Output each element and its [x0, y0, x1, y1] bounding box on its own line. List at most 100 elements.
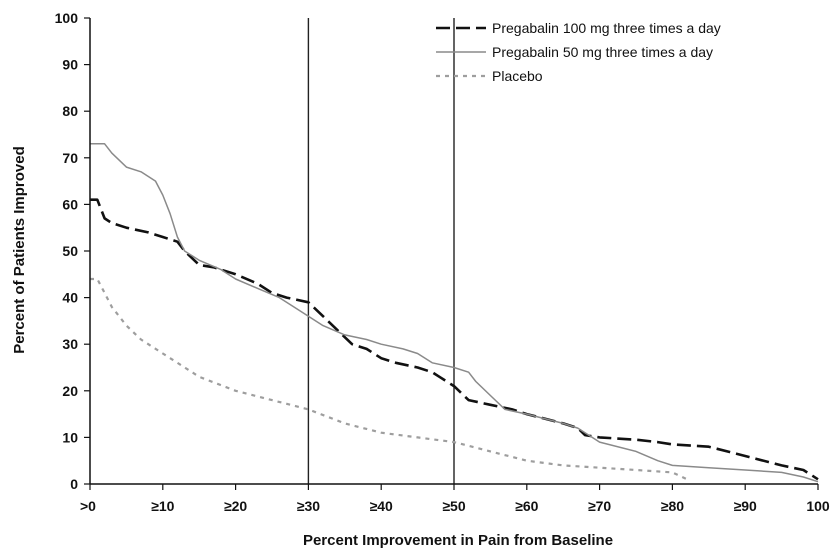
- series-line: [90, 198, 819, 481]
- series-point: [803, 476, 804, 477]
- x-tick-label: ≥90: [734, 498, 757, 514]
- series-point: [104, 292, 105, 293]
- series-point: [439, 376, 440, 377]
- y-axis-title: Percent of Patients Improved: [11, 146, 28, 354]
- series-point: [432, 362, 433, 363]
- series-point: [279, 297, 280, 298]
- series: [90, 143, 819, 483]
- series-point: [395, 362, 396, 363]
- y-tick-label: 100: [55, 10, 79, 26]
- series-point: [257, 283, 258, 284]
- y-tick-label: 70: [62, 150, 78, 166]
- series-point: [381, 358, 382, 359]
- series-point: [745, 455, 746, 456]
- series-point: [512, 409, 513, 410]
- series-point: [220, 269, 221, 270]
- x-tick-label: ≥10: [151, 498, 174, 514]
- series-point: [308, 302, 309, 303]
- y-tick-label: 50: [62, 243, 78, 259]
- series-point: [417, 353, 418, 354]
- series-point: [140, 171, 141, 172]
- series-point: [577, 427, 578, 428]
- series-point: [111, 222, 112, 223]
- series-point: [235, 278, 236, 279]
- series-point: [97, 199, 98, 200]
- series-point: [162, 236, 163, 237]
- series-point: [657, 441, 658, 442]
- series-point: [337, 330, 338, 331]
- series-point: [708, 467, 709, 468]
- series-point: [599, 441, 600, 442]
- series-point: [199, 376, 200, 377]
- series-point: [235, 390, 236, 391]
- legend-label: Pregabalin 100 mg three times a day: [492, 20, 721, 36]
- series-point: [184, 250, 185, 251]
- series-point: [308, 409, 309, 410]
- series-point: [271, 400, 272, 401]
- series-point: [381, 432, 382, 433]
- series-point: [526, 414, 527, 415]
- series-point: [504, 409, 505, 410]
- series: [90, 198, 819, 481]
- series-point: [490, 395, 491, 396]
- y-tick-label: 0: [70, 476, 78, 492]
- y-tick-label: 80: [62, 103, 78, 119]
- series-point: [104, 218, 105, 219]
- series-point: [177, 241, 178, 242]
- series-point: [162, 194, 163, 195]
- series-point: [111, 306, 112, 307]
- x-tick-label: ≥20: [224, 498, 247, 514]
- x-tick-label: ≥30: [297, 498, 320, 514]
- series-point: [599, 467, 600, 468]
- series-point: [803, 469, 804, 470]
- series-point: [402, 348, 403, 349]
- series-point: [781, 465, 782, 466]
- series-point: [344, 334, 345, 335]
- y-tick-label: 30: [62, 336, 78, 352]
- series-point: [322, 325, 323, 326]
- series: [90, 277, 688, 481]
- series-point: [366, 339, 367, 340]
- y-tick-label: 10: [62, 429, 78, 445]
- series-point: [635, 469, 636, 470]
- series-point: [177, 362, 178, 363]
- series-point: [148, 232, 149, 233]
- legend-item: Pregabalin 100 mg three times a day: [436, 20, 721, 36]
- series-point: [657, 460, 658, 461]
- series-point: [599, 437, 600, 438]
- y-tick-label: 90: [62, 57, 78, 73]
- series-point: [126, 227, 127, 228]
- series-point: [351, 344, 352, 345]
- series-point: [366, 348, 367, 349]
- series-point: [563, 465, 564, 466]
- series-point: [635, 439, 636, 440]
- x-tick-label: ≥40: [370, 498, 393, 514]
- series-point: [104, 143, 105, 144]
- x-tick-label: ≥80: [661, 498, 684, 514]
- series-point: [199, 260, 200, 261]
- x-tick-label: ≥50: [442, 498, 465, 514]
- series-point: [155, 181, 156, 182]
- series-point: [271, 292, 272, 293]
- series-point: [293, 306, 294, 307]
- series-point: [177, 236, 178, 237]
- series-point: [817, 481, 818, 482]
- axes: 0 10 20 30 40 50 60 70 80 90 100 >0 ≥10 ≥20 ≥30 ≥40 ≥50 ≥…: [55, 10, 830, 514]
- series-point: [475, 381, 476, 382]
- series-point: [453, 386, 454, 387]
- series-point: [468, 400, 469, 401]
- series-point: [468, 372, 469, 373]
- series-point: [672, 444, 673, 445]
- series-point: [672, 465, 673, 466]
- x-tick-label: 100: [806, 498, 830, 514]
- y-tick-label: 20: [62, 383, 78, 399]
- series-point: [199, 264, 200, 265]
- series-point: [381, 344, 382, 345]
- series-point: [781, 472, 782, 473]
- series-point: [169, 213, 170, 214]
- series-point: [490, 451, 491, 452]
- y-tick-label: 40: [62, 290, 78, 306]
- series-point: [140, 339, 141, 340]
- series-point: [708, 446, 709, 447]
